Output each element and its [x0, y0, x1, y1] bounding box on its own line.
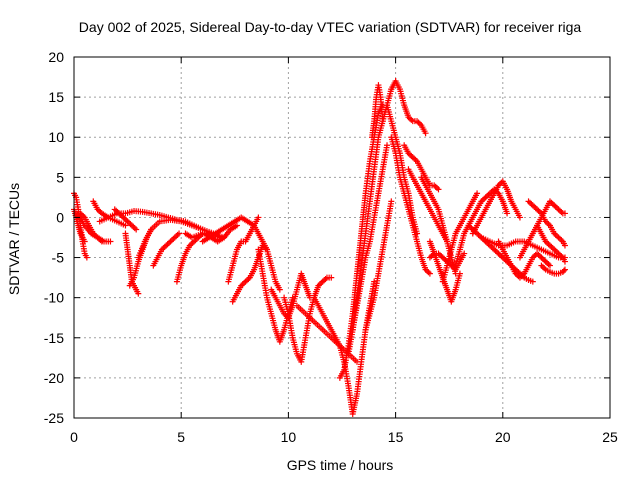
data-point	[328, 274, 335, 281]
x-tick-label: 5	[177, 429, 185, 445]
y-tick-label: 15	[48, 89, 64, 105]
data-point	[81, 238, 88, 245]
y-tick-label: 5	[56, 169, 64, 185]
interp-marker	[560, 267, 567, 274]
data-point	[546, 262, 553, 269]
series-arc-29	[388, 134, 433, 277]
series-arc-30	[401, 142, 442, 193]
data-point	[107, 238, 114, 245]
x-tick-label: 10	[281, 429, 297, 445]
y-tick-label: -5	[52, 250, 65, 266]
y-axis-label: SDTVAR / TECUs	[6, 183, 22, 295]
y-tick-label: 10	[48, 129, 64, 145]
y-tick-label: -25	[44, 410, 64, 426]
data-point	[456, 270, 463, 277]
data-point	[83, 254, 90, 261]
data-point	[135, 290, 142, 297]
series-arc-18	[268, 270, 313, 321]
y-tick-label: -20	[44, 370, 64, 386]
series-arc-44	[538, 262, 568, 277]
series-arc-34	[426, 250, 468, 273]
data-point	[461, 250, 468, 257]
x-tick-label: 0	[70, 429, 78, 445]
data-point	[561, 266, 568, 273]
series-arc-31	[405, 166, 451, 245]
data-point	[435, 186, 442, 193]
data-point	[422, 130, 429, 137]
data-point	[516, 214, 523, 221]
series-arc-07	[111, 206, 140, 233]
x-tick-label: 20	[495, 429, 511, 445]
series-arc-11	[150, 230, 183, 269]
series-arc-41	[516, 198, 568, 261]
data-point	[561, 210, 568, 217]
data-point	[529, 278, 536, 285]
series-arc-24	[349, 142, 391, 333]
data-point	[384, 142, 391, 149]
data-point	[122, 222, 129, 229]
axes: 0 5 10 15 20 25 -25 -20 -15 -10 -5 0 5 10 15 20	[44, 49, 618, 445]
x-tick-label: 25	[602, 429, 618, 445]
series-arc-40	[495, 238, 553, 281]
data-point	[98, 238, 105, 245]
x-tick-label: 15	[388, 429, 404, 445]
data-point	[255, 214, 262, 221]
y-tick-label: -15	[44, 330, 64, 346]
data-point	[233, 222, 240, 229]
data-point	[276, 286, 283, 293]
series-arc-22	[336, 102, 386, 381]
series-arc-42	[534, 222, 568, 265]
series-arc-04	[77, 210, 105, 245]
series-arc-37	[469, 178, 523, 237]
series-arc-27	[388, 78, 429, 137]
chart-title: Day 002 of 2025, Sidereal Day-to-day VTE…	[79, 19, 582, 35]
plot-frame	[73, 56, 611, 419]
y-tick-label: 20	[48, 49, 64, 65]
series-arc-26	[369, 82, 386, 141]
data-point	[474, 190, 481, 197]
series-arc-35	[439, 190, 481, 285]
data-point	[176, 230, 183, 237]
series-arc-43	[525, 198, 568, 249]
y-tick-label: -10	[44, 290, 64, 306]
data-markers	[71, 78, 568, 417]
data-point	[133, 226, 140, 233]
data-point	[388, 198, 395, 205]
series-arc-15	[225, 214, 262, 285]
data-point	[426, 270, 433, 277]
data-point	[561, 242, 568, 249]
y-tick-label: 0	[56, 209, 64, 225]
series-arc-21	[311, 278, 378, 417]
data-point	[504, 210, 511, 217]
data-point	[379, 118, 386, 125]
data-point	[561, 258, 568, 265]
x-axis-label: GPS time / hours	[287, 457, 394, 473]
series-arc-25	[362, 198, 395, 333]
series-arc-19	[281, 274, 335, 365]
